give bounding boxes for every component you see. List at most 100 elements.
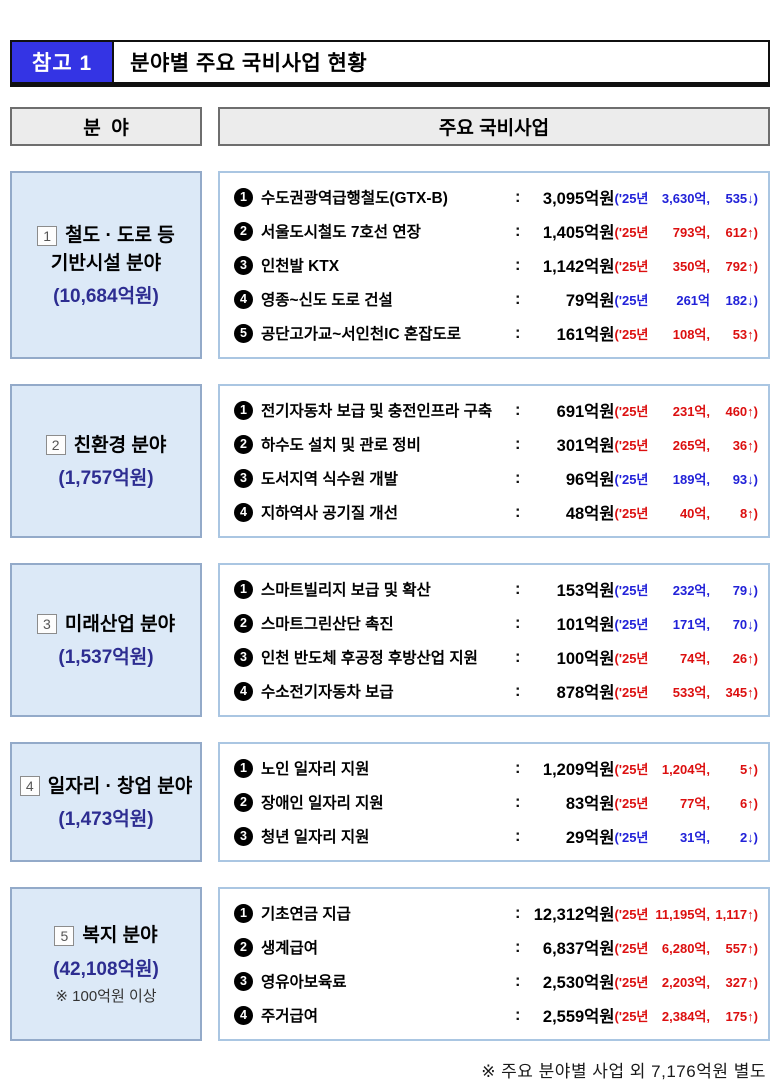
prior-year-comparison: ('25년 2,384억, 175↑) bbox=[615, 1006, 758, 1025]
change-delta: 557↑) bbox=[721, 940, 758, 956]
project-amount: 1,209억원 bbox=[542, 761, 615, 779]
prior-year-comparison: ('25년 261억 182↓) bbox=[615, 290, 758, 309]
change-delta: 79↓) bbox=[729, 582, 758, 598]
prior-year-comparison: ('25년 11,195억, 1,117↑) bbox=[615, 904, 758, 923]
item-number-icon: 4 bbox=[234, 1005, 253, 1025]
project-name: 스마트그린산단 촉진 bbox=[261, 616, 394, 633]
project-amount: 301억원 bbox=[556, 437, 615, 455]
prior-year-label: ('25년 bbox=[614, 906, 652, 922]
project-item-row: 5 공단고가교~서인천IC 혼잡도로 : 161억원 ('25년 108억, 5… bbox=[234, 321, 758, 345]
field-total-amount: (1,537억원) bbox=[58, 647, 154, 669]
field-box: 2 친환경 분야 (1,757억원) bbox=[10, 384, 202, 538]
column-header-projects: 주요 국비사업 bbox=[218, 107, 770, 146]
project-item-row: 1 수도권광역급행철도(GTX-B) : 3,095억원 ('25년 3,630… bbox=[234, 185, 758, 209]
project-amount: 1,142억원 bbox=[542, 258, 615, 276]
item-number-icon: 4 bbox=[234, 289, 253, 309]
footer-note: ※ 주요 분야별 사업 외 7,176억원 별도 bbox=[481, 1062, 766, 1081]
field-title: 복지 분야 bbox=[82, 925, 158, 947]
change-delta: 2↓) bbox=[736, 829, 758, 845]
project-item-row: 4 수소전기자동차 보급 : 878억원 ('25년 533억, 345↑) bbox=[234, 679, 758, 703]
prior-year-label: ('25년 bbox=[614, 190, 652, 206]
prior-year-comparison: ('25년 2,203억, 327↑) bbox=[615, 972, 758, 991]
change-delta: 535↓) bbox=[721, 190, 758, 206]
change-delta: 8↑) bbox=[736, 505, 758, 521]
prior-year-comparison: ('25년 40억, 8↑) bbox=[615, 503, 758, 522]
colon-separator: : bbox=[515, 187, 521, 206]
prior-year-amount: 171억, bbox=[672, 616, 710, 632]
colon-separator: : bbox=[515, 937, 521, 956]
field-box: 4 일자리 · 창업 분야 (1,473억원) bbox=[10, 742, 202, 862]
colon-separator: : bbox=[515, 792, 521, 811]
prior-year-label: ('25년 bbox=[614, 437, 652, 453]
change-delta: 5↑) bbox=[736, 761, 758, 777]
title-bar: 참고 1 분야별 주요 국비사업 현황 bbox=[10, 40, 770, 87]
colon-separator: : bbox=[515, 826, 521, 845]
field-title: 미래산업 분야 bbox=[64, 613, 176, 635]
colon-separator: : bbox=[515, 502, 521, 521]
prior-year-label: ('25년 bbox=[614, 258, 652, 274]
prior-year-label: ('25년 bbox=[614, 582, 652, 598]
field-title-line: 2 친환경 분야 bbox=[45, 432, 166, 460]
item-number-icon: 3 bbox=[234, 255, 253, 275]
field-total-amount: (42,108억원) bbox=[53, 958, 159, 980]
prior-year-amount: 232억, bbox=[672, 582, 710, 598]
prior-year-amount: 2,203억, bbox=[661, 974, 710, 990]
colon-separator: : bbox=[515, 758, 521, 777]
field-title-line: 3 미래산업 분야 bbox=[36, 611, 176, 639]
projects-box: 1 기초연금 지급 : 12,312억원 ('25년 11,195억, 1,11… bbox=[218, 887, 770, 1041]
colon-separator: : bbox=[515, 1005, 521, 1024]
colon-separator: : bbox=[515, 323, 521, 342]
prior-year-amount: 40억, bbox=[679, 505, 710, 521]
prior-year-label: ('25년 bbox=[614, 326, 652, 342]
change-delta: 175↑) bbox=[721, 1008, 758, 1024]
section-number-box: 2 bbox=[45, 435, 66, 456]
prior-year-comparison: ('25년 533억, 345↑) bbox=[615, 682, 758, 701]
prior-year-comparison: ('25년 6,280억, 557↑) bbox=[615, 938, 758, 957]
column-header-field: 분 야 bbox=[10, 107, 202, 146]
field-box: 1 철도 · 도로 등 기반시설 분야 (10,684억원) bbox=[10, 171, 202, 359]
project-item-row: 4 영종~신도 도로 건설 : 79억원 ('25년 261억 182↓) bbox=[234, 287, 758, 311]
prior-year-amount: 231억, bbox=[672, 403, 710, 419]
project-amount: 100억원 bbox=[556, 650, 615, 668]
item-number-icon: 1 bbox=[234, 400, 253, 420]
project-item-row: 1 노인 일자리 지원 : 1,209억원 ('25년 1,204억, 5↑) bbox=[234, 756, 758, 780]
project-name: 공단고가교~서인천IC 혼잡도로 bbox=[261, 326, 461, 343]
project-item-row: 1 전기자동차 보급 및 충전인프라 구축 : 691억원 ('25년 231억… bbox=[234, 398, 758, 422]
item-number-icon: 1 bbox=[234, 187, 253, 207]
project-name: 수도권광역급행철도(GTX-B) bbox=[261, 190, 448, 207]
prior-year-label: ('25년 bbox=[614, 795, 652, 811]
prior-year-comparison: ('25년 3,630억, 535↓) bbox=[615, 188, 758, 207]
column-header-row: 분 야 주요 국비사업 bbox=[10, 107, 770, 146]
prior-year-label: ('25년 bbox=[614, 761, 652, 777]
prior-year-label: ('25년 bbox=[614, 224, 652, 240]
project-name: 전기자동차 보급 및 충전인프라 구축 bbox=[261, 403, 493, 420]
section-number-box: 4 bbox=[19, 776, 40, 797]
project-item-row: 3 청년 일자리 지원 : 29억원 ('25년 31억, 2↓) bbox=[234, 824, 758, 848]
field-total-amount: (1,473억원) bbox=[58, 809, 154, 831]
section-row: 5 복지 분야 (42,108억원) ※ 100억원 이상 1 기초연금 지급 … bbox=[10, 887, 770, 1041]
colon-separator: : bbox=[515, 468, 521, 487]
prior-year-amount: 77억, bbox=[679, 795, 710, 811]
prior-year-comparison: ('25년 189억, 93↓) bbox=[615, 469, 758, 488]
prior-year-label: ('25년 bbox=[614, 505, 652, 521]
field-total-amount: (1,757억원) bbox=[58, 468, 154, 490]
change-delta: 345↑) bbox=[721, 684, 758, 700]
prior-year-comparison: ('25년 171억, 70↓) bbox=[615, 614, 758, 633]
prior-year-label: ('25년 bbox=[614, 292, 652, 308]
project-item-row: 2 스마트그린산단 촉진 : 101억원 ('25년 171억, 70↓) bbox=[234, 611, 758, 635]
prior-year-label: ('25년 bbox=[614, 1008, 652, 1024]
section-row: 4 일자리 · 창업 분야 (1,473억원) 1 노인 일자리 지원 : 1,… bbox=[10, 742, 770, 862]
project-amount: 2,559억원 bbox=[542, 1008, 615, 1026]
field-box: 3 미래산업 분야 (1,537억원) bbox=[10, 563, 202, 717]
prior-year-comparison: ('25년 793억, 612↑) bbox=[615, 222, 758, 241]
project-name: 영유아보육료 bbox=[261, 974, 347, 991]
project-item-row: 1 스마트빌리지 보급 및 확산 : 153억원 ('25년 232억, 79↓… bbox=[234, 577, 758, 601]
item-number-icon: 3 bbox=[234, 647, 253, 667]
change-delta: 93↓) bbox=[729, 471, 758, 487]
project-item-row: 1 기초연금 지급 : 12,312억원 ('25년 11,195억, 1,11… bbox=[234, 901, 758, 925]
prior-year-label: ('25년 bbox=[614, 684, 652, 700]
section-number-box: 5 bbox=[54, 925, 75, 946]
item-number-icon: 4 bbox=[234, 681, 253, 701]
project-amount: 48억원 bbox=[565, 505, 615, 523]
prior-year-amount: 3,630억, bbox=[661, 190, 710, 206]
